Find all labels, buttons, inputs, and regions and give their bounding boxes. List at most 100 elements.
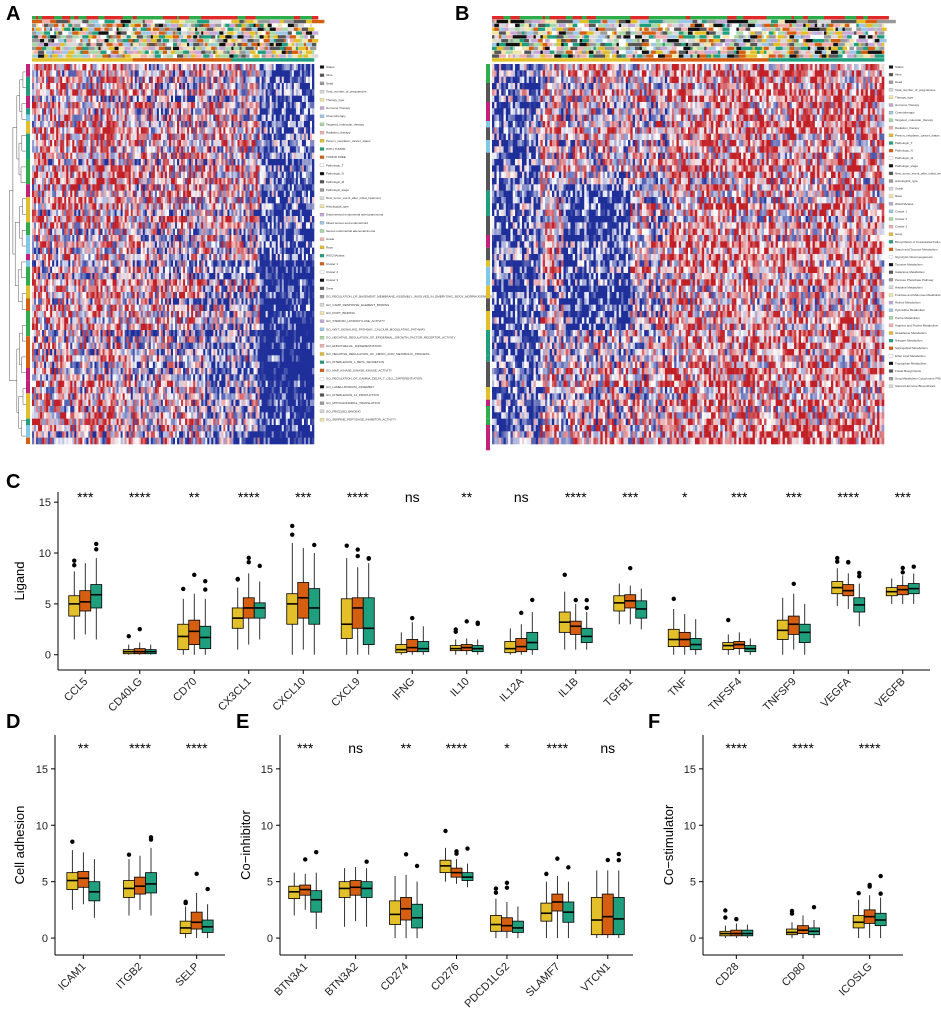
annotation-cell — [293, 23, 299, 28]
heatmap-cell — [54, 209, 57, 217]
annotation-cell — [50, 27, 53, 31]
heatmap-cell — [285, 165, 289, 172]
heatmap-cell — [293, 171, 297, 179]
heatmap-cell — [233, 197, 236, 204]
heatmap-cell — [247, 133, 250, 141]
heatmap-cell — [36, 222, 39, 229]
heatmap-cell — [142, 247, 146, 255]
heatmap-cell — [241, 121, 244, 128]
heatmap-cell — [48, 64, 51, 71]
heatmap-cell — [120, 235, 123, 242]
annotation-cell — [287, 35, 291, 39]
heatmap-cell — [239, 108, 242, 115]
heatmap-cell — [195, 241, 198, 248]
heatmap-cell — [227, 190, 230, 198]
dendrogram-branch — [21, 356, 28, 373]
heatmap-cell — [34, 89, 37, 96]
annotation-cell — [86, 16, 99, 20]
heatmap-cell — [118, 228, 121, 236]
heatmap-cell — [261, 228, 264, 236]
heatmap-cell — [48, 228, 51, 236]
heatmap-cell — [36, 235, 39, 242]
heatmap-cell — [142, 133, 146, 141]
heatmap-cell — [209, 64, 212, 71]
heatmap-cell — [56, 108, 59, 115]
heatmap-cell — [307, 222, 311, 229]
heatmap-cell — [94, 190, 97, 198]
heatmap-cell — [239, 146, 242, 153]
heatmap-cell — [100, 76, 103, 84]
heatmap-cell — [48, 190, 51, 198]
annotation-cell — [253, 35, 256, 39]
annotation-cell — [273, 46, 281, 51]
heatmap-cell — [235, 178, 238, 185]
heatmap-cell — [64, 95, 67, 103]
heatmap-cell — [154, 140, 158, 147]
heatmap-cell — [237, 83, 240, 90]
heatmap-cell — [185, 222, 188, 229]
heatmap-cell — [64, 178, 67, 185]
heatmap-cell — [291, 235, 295, 242]
heatmap-cell — [289, 235, 293, 242]
heatmap-cell — [179, 133, 182, 141]
heatmap-cell — [40, 197, 43, 204]
heatmap-cell — [225, 203, 228, 210]
heatmap-cell — [181, 209, 184, 217]
heatmap-cell — [64, 127, 67, 134]
heatmap-cell — [299, 159, 303, 166]
heatmap-cell — [273, 171, 277, 179]
annotation-cell — [175, 50, 180, 54]
row-annotation-cell — [26, 425, 30, 438]
heatmap-cell — [187, 197, 190, 204]
heatmap-cell — [211, 127, 214, 134]
heatmap-cell — [253, 70, 256, 77]
heatmap-cell — [118, 70, 121, 77]
heatmap-cell — [108, 171, 111, 179]
heatmap-cell — [223, 95, 226, 103]
heatmap-cell — [283, 89, 287, 96]
annotation-cell — [140, 31, 146, 35]
heatmap-cell — [122, 95, 125, 103]
heatmap-cell — [130, 171, 134, 179]
heatmap-cell — [173, 102, 176, 109]
heatmap-cell — [285, 228, 289, 236]
heatmap-cell — [243, 197, 246, 204]
heatmap-cell — [112, 171, 115, 179]
heatmap-cell — [267, 133, 270, 141]
heatmap-cell — [166, 171, 170, 179]
heatmap-cell — [205, 140, 208, 147]
heatmap-cell — [215, 70, 218, 77]
heatmap-cell — [142, 121, 146, 128]
heatmap-cell — [104, 165, 107, 172]
heatmap-cell — [307, 102, 311, 109]
heatmap-cell — [84, 241, 87, 248]
heatmap-cell — [273, 165, 277, 172]
heatmap-cell — [62, 203, 65, 210]
annotation-cell — [98, 31, 103, 35]
heatmap-cell — [173, 70, 176, 77]
heatmap-cell — [255, 178, 258, 185]
annotation-cell — [132, 50, 138, 54]
heatmap-cell — [201, 197, 204, 204]
annotation-cell — [211, 42, 216, 47]
annotation-cell — [281, 27, 289, 31]
heatmap-cell — [48, 83, 51, 90]
heatmap-cell — [102, 127, 105, 134]
heatmap-cell — [84, 228, 87, 236]
heatmap-cell — [86, 228, 89, 236]
heatmap-cell — [104, 121, 107, 128]
heatmap-cell — [307, 228, 311, 236]
heatmap-cell — [281, 114, 285, 122]
heatmap-cell — [112, 121, 115, 128]
heatmap-cell — [311, 159, 315, 166]
heatmap-cell — [170, 89, 174, 96]
heatmap-cell — [156, 140, 160, 147]
heatmap-cell — [128, 102, 131, 109]
heatmap-cell — [74, 159, 77, 166]
heatmap-cell — [223, 140, 226, 147]
heatmap-cell — [80, 140, 83, 147]
heatmap-cell — [183, 140, 186, 147]
heatmap-cell — [106, 140, 109, 147]
heatmap-cell — [126, 197, 129, 204]
annotation-cell — [158, 50, 164, 54]
